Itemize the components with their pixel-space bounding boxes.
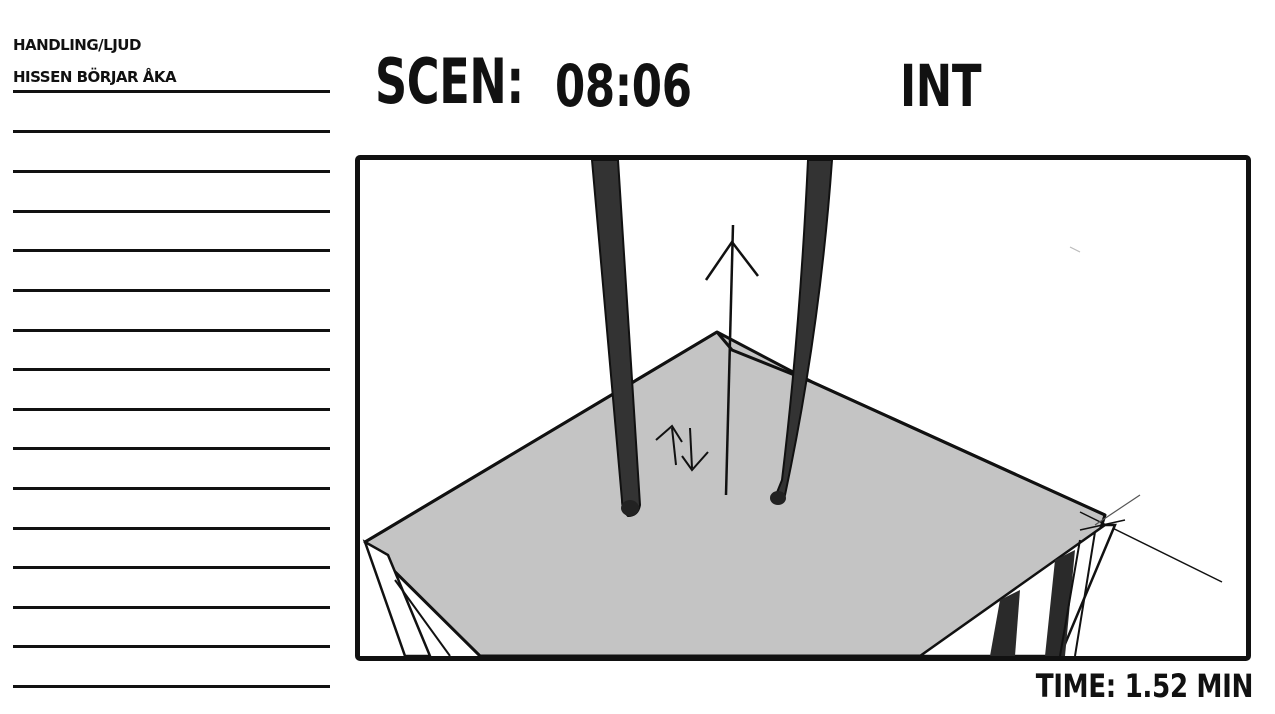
storyboard-sketch [362,160,1223,656]
note-line [13,368,330,371]
cable-right-anchor [770,491,786,505]
time-label: TIME: 1.52 MIN [1035,667,1254,705]
note-line [13,329,330,332]
up-arrow-icon [704,239,759,281]
sketch-line [1074,531,1096,656]
up-down-icon [689,427,693,469]
note-line [13,447,330,450]
note-line [13,408,330,411]
note-line [13,90,330,93]
up-down-icon [655,424,683,443]
note-line [13,210,330,213]
roof-edge-left [364,330,718,544]
note-line [13,606,330,609]
scene-number: 08:06 [555,52,692,120]
note-line [13,566,330,569]
sketch-line [1059,539,1081,656]
int-ext-label: INT [900,52,982,120]
note-line [13,249,330,252]
up-down-icon [681,451,709,472]
sketch-line [394,579,451,656]
handling-label: HANDLING/LJUD [13,36,141,54]
sketch-line [1079,519,1126,531]
storyboard-panel [355,155,1251,661]
elevator-interior-dark [990,590,1020,656]
roof-edge-right [715,331,1106,517]
note-line [13,645,330,648]
sketch-line [1079,511,1223,583]
sketch-line [1094,494,1141,526]
note-line [13,170,330,173]
up-down-icon [671,427,677,466]
note-line [13,685,330,688]
note-line [13,487,330,490]
handling-text: HISSEN BÖRJAR ÅKA [13,68,177,86]
note-line [13,527,330,530]
note-line [13,289,330,292]
sketch-mark [1069,246,1081,253]
note-line [13,130,330,133]
scene-title: SCEN: [375,45,524,118]
cable-left-anchor [621,500,639,516]
elevator-frame-left [362,539,432,656]
cable-left [590,160,642,518]
up-arrow-icon [724,224,735,496]
elevator-interior-dark [1045,550,1075,656]
